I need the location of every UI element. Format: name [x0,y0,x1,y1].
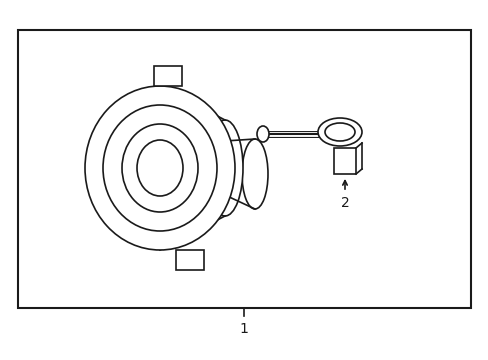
Bar [160,120,272,216]
Ellipse shape [257,126,268,142]
Bar [154,66,182,86]
Ellipse shape [317,118,361,146]
Text: 2: 2 [340,196,348,210]
FancyBboxPatch shape [224,141,267,195]
Bar [176,250,203,270]
Text: 1: 1 [239,322,248,336]
Bar [18,30,470,308]
Ellipse shape [85,86,235,250]
Ellipse shape [206,120,243,216]
Bar [333,148,355,174]
Ellipse shape [242,139,267,209]
Bar [155,86,224,250]
